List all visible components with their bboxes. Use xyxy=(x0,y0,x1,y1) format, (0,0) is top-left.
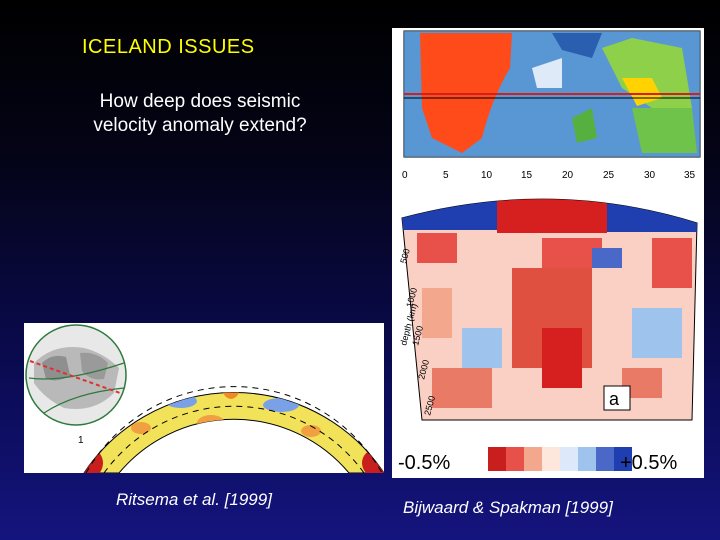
corner-label: 1 xyxy=(78,435,84,446)
scale-max-label: +0.5% xyxy=(620,452,677,474)
question-line-1: How deep does seismic xyxy=(99,91,301,112)
north-atlantic-map xyxy=(403,30,701,158)
x-tick-3: 15 xyxy=(521,170,533,181)
ritsema-cross-section: 1 xyxy=(25,324,385,474)
scale-min-label: -0.5% xyxy=(398,452,450,474)
question-line-2: velocity anomaly extend? xyxy=(93,115,307,136)
depth-tick-500: 500 xyxy=(398,247,412,264)
bijwaard-caption: Bijwaard & Spakman [1999] xyxy=(403,498,613,517)
tomography-section: a xyxy=(401,198,698,421)
ritsema-caption: Ritsema et al. [1999] xyxy=(116,490,272,509)
bijwaard-tomography: 0 5 10 15 20 25 30 35 xyxy=(398,30,701,474)
slide-title: ICELAND ISSUES xyxy=(82,36,255,58)
x-tick-4: 20 xyxy=(562,170,574,181)
x-tick-2: 10 xyxy=(481,170,493,181)
color-scale: -0.5% +0.5% xyxy=(398,447,677,474)
ritsema-figure: 1 xyxy=(24,323,385,474)
x-tick-6: 30 xyxy=(644,170,656,181)
x-tick-0: 0 xyxy=(402,170,408,181)
x-tick-1: 5 xyxy=(443,170,449,181)
slide-question: How deep does seismic velocity anomaly e… xyxy=(80,90,320,138)
bijwaard-figure: 0 5 10 15 20 25 30 35 xyxy=(392,28,704,478)
x-tick-5: 25 xyxy=(603,170,615,181)
panel-letter: a xyxy=(609,389,620,409)
x-tick-7: 35 xyxy=(684,170,696,181)
globe-inset xyxy=(25,324,127,426)
